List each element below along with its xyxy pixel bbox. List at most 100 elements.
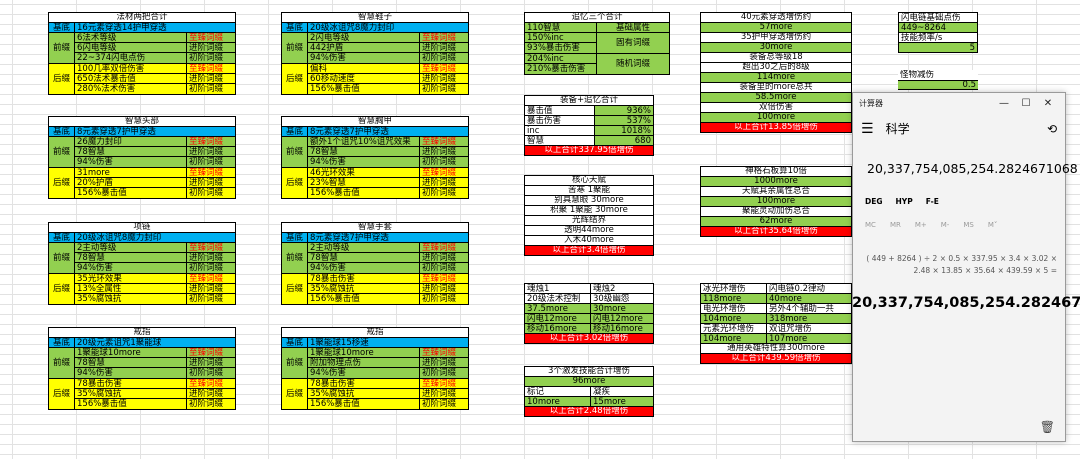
affix-value: 22~374闪电点伤 (75, 53, 187, 63)
affix-tier: 初阶词缀 (422, 294, 457, 304)
affix-tier: 进阶词缀 (189, 147, 224, 157)
affix-tier: 初阶词缀 (189, 157, 224, 167)
affix-tier: 至臻词缀 (189, 243, 224, 253)
angle-buttons: DEG HYP F-E (865, 198, 939, 206)
affix-tier: 初阶词缀 (422, 53, 457, 63)
affix-value: 156%暴击值 (308, 188, 420, 198)
affix-value: 13%全属性 (75, 284, 187, 293)
activation-title: 3个激发技能合计增伤 (525, 367, 653, 377)
fe-button[interactable]: F-E (925, 197, 939, 206)
aura-cell: 104more (701, 314, 767, 323)
affix-value: 94%伤害 (308, 53, 420, 63)
affix-tier: 初阶词缀 (422, 368, 457, 378)
core-talent-item: 别具慧眼 30more (525, 196, 653, 206)
base-label: 基底 (282, 127, 308, 136)
base-value: 8元素穿透7护甲穿透 (310, 127, 389, 137)
affix-tier: 进阶词缀 (189, 74, 224, 84)
back-group: 后缀 偏科 至臻词缀 60移动速度 进阶词缀 156%暴击值 初阶词缀 (282, 64, 468, 95)
mlist-button[interactable]: M˅ (987, 221, 998, 229)
equipment-title: 法材两把合计 (49, 13, 235, 23)
mplus-button[interactable]: M+ (914, 221, 927, 229)
history-icon[interactable]: ⟲ (1046, 122, 1057, 136)
pen-value: 114more (701, 73, 851, 83)
equip-cell: 暴击伤害 (525, 116, 595, 125)
slate-value: 62more (701, 217, 851, 227)
affix-tier: 初阶词缀 (422, 263, 457, 273)
equipment-title: 智慧鞋子 (282, 13, 468, 23)
mr-button[interactable]: MR (889, 221, 901, 229)
affix-tier: 至臻词缀 (422, 274, 457, 284)
back-group: 后缀 78暴击伤害 至臻词缀 35%腐蚀抗 进阶词缀 156%暴击值 初阶词缀 (49, 379, 235, 410)
affix-value: 94%伤害 (308, 368, 420, 378)
aura-cell: 40more (769, 294, 802, 304)
affix-value: 额外1个诅咒10%诅咒效果 (308, 137, 420, 146)
equipment-block-b6: 智慧胸甲 基底 8元素穿透7护甲穿透 前缀 额外1个诅咒10%诅咒效果 至臻词缀 78智慧进… (281, 116, 469, 199)
hyp-button[interactable]: HYP (895, 197, 913, 206)
maximize-icon[interactable]: ☐ (1021, 98, 1031, 109)
pen-label: 35护甲穿透增伤约 (701, 33, 851, 43)
minimize-icon[interactable]: — (999, 98, 1009, 109)
front-label: 前缀 (282, 137, 308, 167)
lightning-base-table: 闪电链基础点伤 449~8264 技能频率/s 5 (898, 12, 978, 53)
activation-cell: 15more (593, 397, 626, 407)
back-group: 后缀 100几率双倍伤害 至臻词缀 650法术暴击值 进阶词缀 280%法术伤害 初阶词缀 (49, 64, 235, 95)
affix-value: 78智慧 (75, 358, 187, 367)
front-group: 前缀 26魔力封印 至臻词缀 78智慧 进阶词缀 94%伤害 初阶词缀 (49, 137, 235, 168)
lightning-label: 技能频率/s (901, 33, 943, 43)
affix-tier: 初阶词缀 (189, 263, 224, 273)
back-label: 后缀 (49, 168, 75, 198)
affix-value: 100几率双倍伤害 (75, 64, 187, 73)
affix-value: 156%暴击值 (308, 294, 420, 304)
hamburger-menu-icon[interactable]: ☰ (861, 121, 874, 137)
affix-tier: 初阶词缀 (189, 399, 224, 409)
equipment-block-b5: 智慧鞋子 基底 20级冰诅咒8魔力封印 前缀 2闪电等级 至臻词缀 442护盾 进阶词缀 94%… (281, 12, 469, 95)
pen-label: 超出30之后的8级 (701, 63, 851, 73)
affix-value: 94%伤害 (75, 368, 187, 378)
affix-value: 94%伤害 (75, 157, 187, 167)
memory-cell: 110智慧 (525, 23, 597, 32)
affix-tier: 至臻词缀 (189, 33, 224, 43)
aura-label: 通用英雄特性算300more (701, 344, 851, 354)
back-label: 后缀 (282, 379, 308, 409)
ms-button[interactable]: MS (963, 221, 974, 229)
affix-value: 60移动速度 (308, 74, 420, 83)
equip-cell: 537% (595, 116, 653, 125)
affix-value: 1聚能球10more (75, 348, 187, 357)
affix-tier: 初阶词缀 (422, 157, 457, 167)
front-group: 前缀 1聚能球10more 至臻词缀 78智慧 进阶词缀 94%伤害 初阶词缀 (49, 348, 235, 379)
divinity-slate-table: 神格石板算10倍 1000more 天赋其余属性总合 100more 聚能灵动加… (700, 166, 852, 237)
front-label: 前缀 (282, 243, 308, 273)
aura-cell: 元素光环增伤 (701, 324, 767, 333)
front-label: 前缀 (282, 33, 308, 63)
back-label: 后缀 (282, 64, 308, 94)
front-label: 前缀 (282, 348, 308, 378)
affix-value: 偏科 (308, 64, 420, 73)
activation-total: 以上合计2.48倍增伤 (525, 407, 653, 417)
affix-tier: 进阶词缀 (422, 178, 457, 188)
affix-value: 78暴击伤害 (308, 274, 420, 283)
aura-total: 以上合计439.59倍增伤 (701, 354, 851, 364)
back-label: 后缀 (49, 379, 75, 409)
soul-cell: 移动16more (593, 324, 643, 334)
equip-cell: 暴击值 (525, 106, 595, 115)
close-icon[interactable]: ✕ (1043, 98, 1053, 109)
mminus-button[interactable]: M- (940, 221, 950, 229)
equipment-block-b4: 戒指 基底 20级元素诅咒1聚能球 前缀 1聚能球10more 至臻词缀 78智慧 进阶词缀 9… (48, 327, 236, 410)
affix-tier: 进阶词缀 (422, 43, 457, 53)
affix-tier: 进阶词缀 (189, 253, 224, 263)
affix-value: 94%伤害 (75, 263, 187, 273)
pen-value: 100more (701, 113, 851, 123)
back-group: 后缀 46光环效果 至臻词缀 23%智慧 进阶词缀 156%暴击值 初阶词缀 (282, 168, 468, 199)
front-group: 前缀 6法术等级 至臻词缀 6闪电等级 进阶词缀 22~374闪电点伤 初阶词缀 (49, 33, 235, 64)
affix-value: 78暴击伤害 (308, 379, 420, 388)
affix-tier: 初阶词缀 (422, 84, 457, 94)
base-label: 基底 (49, 127, 75, 136)
affix-value: 156%暴击值 (75, 399, 187, 409)
affix-tier: 初阶词缀 (422, 399, 457, 409)
affix-tier: 进阶词缀 (189, 284, 224, 294)
trash-icon[interactable]: 🗑 (1039, 420, 1055, 434)
affix-tier: 至臻词缀 (422, 348, 457, 358)
deg-button[interactable]: DEG (865, 197, 883, 206)
mc-button[interactable]: MC (865, 221, 876, 229)
affix-tier: 进阶词缀 (189, 389, 224, 399)
